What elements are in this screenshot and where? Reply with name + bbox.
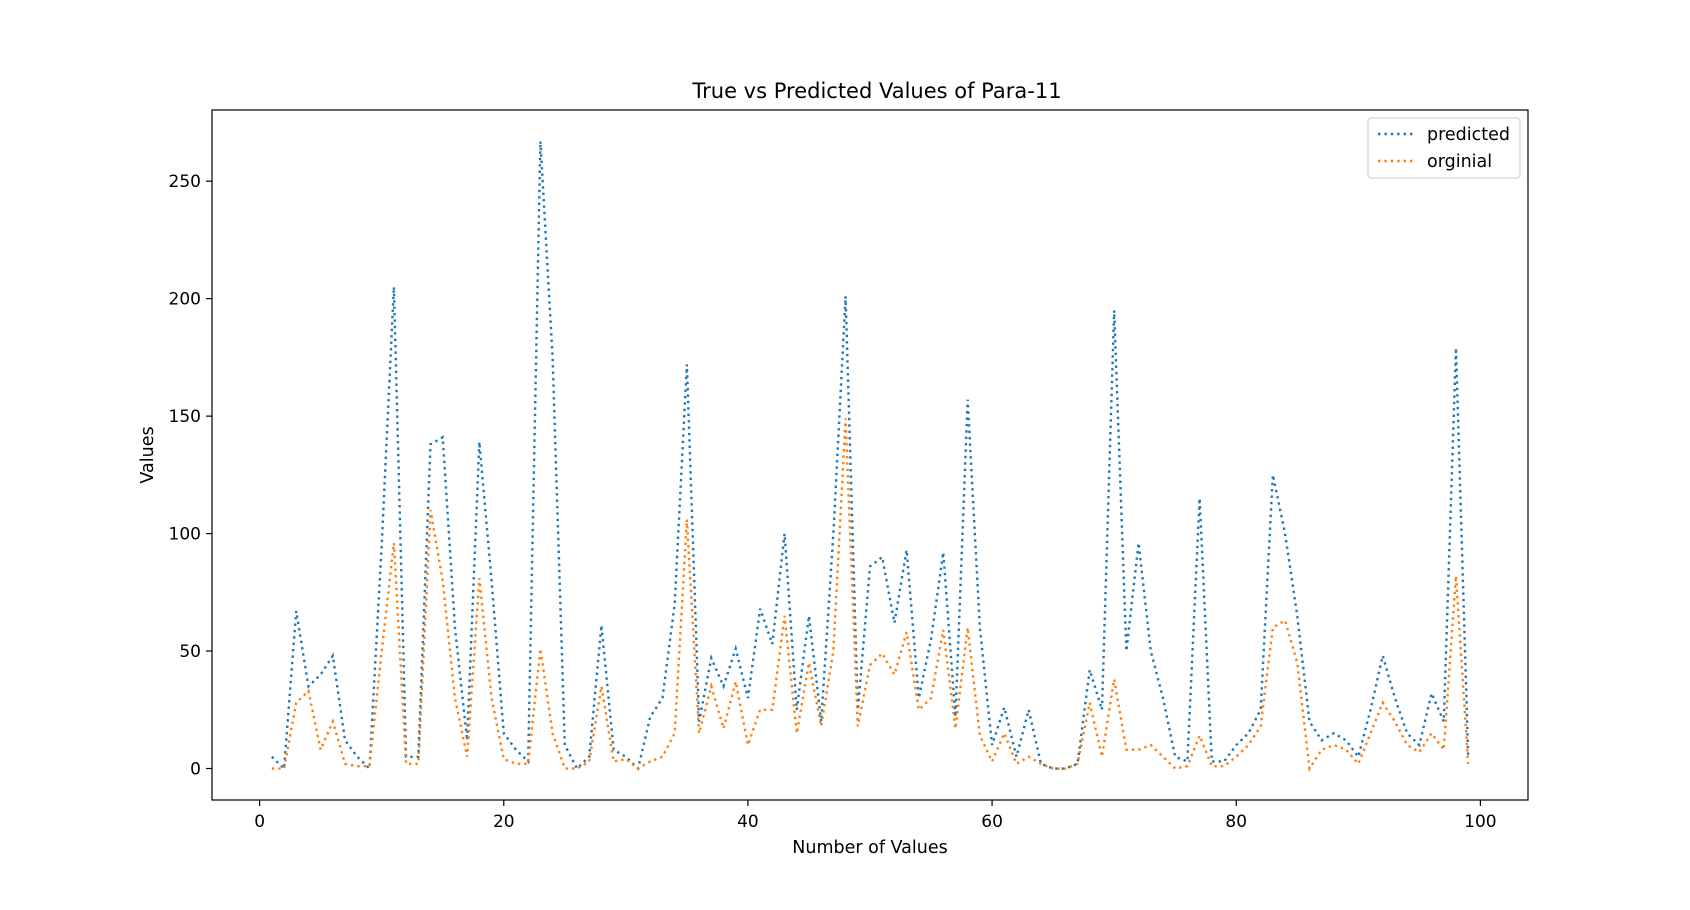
x-tick-label: 20 <box>493 812 515 832</box>
y-tick-label: 50 <box>179 642 201 662</box>
series-line-orginial <box>271 418 1470 772</box>
x-tick-label: 0 <box>254 812 265 832</box>
x-axis-label: Number of Values <box>792 838 947 858</box>
y-tick-label: 250 <box>169 172 201 192</box>
legend-label-predicted: predicted <box>1427 125 1510 145</box>
x-tick-label: 40 <box>737 812 759 832</box>
y-axis: 0 50 100 150 200 250 <box>169 172 212 780</box>
series-line-predicted <box>270 141 1470 772</box>
y-tick-label: 150 <box>169 407 201 427</box>
legend-label-orginial: orginial <box>1427 152 1492 172</box>
y-tick-label: 0 <box>190 760 201 780</box>
y-tick-label: 200 <box>169 290 201 310</box>
x-tick-label: 100 <box>1464 812 1496 832</box>
y-axis-label: Values <box>138 426 158 483</box>
series-layer <box>270 141 1470 772</box>
x-tick-label: 60 <box>981 812 1003 832</box>
plot-frame <box>211 109 1529 801</box>
x-axis: 0 20 40 60 80 100 <box>254 800 1497 832</box>
x-tick-label: 80 <box>1225 812 1247 832</box>
chart-title: True vs Predicted Values of Para-11 <box>691 79 1061 103</box>
y-tick-label: 100 <box>169 525 201 545</box>
legend: predicted orginial <box>1367 117 1521 179</box>
